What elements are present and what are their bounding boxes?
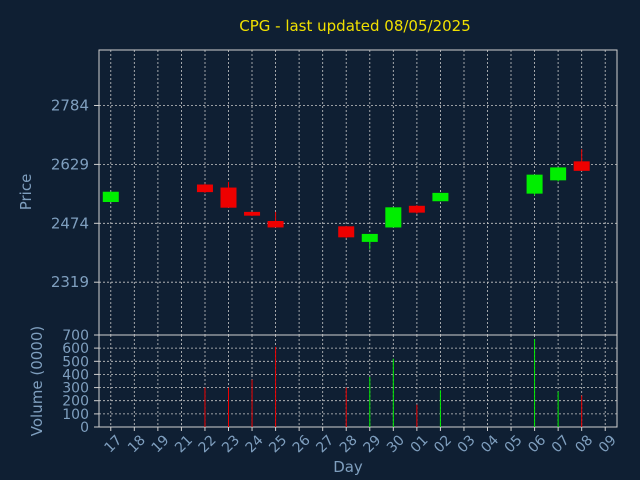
candle-body <box>102 191 119 202</box>
chart-title: CPG - last updated 08/05/2025 <box>239 17 471 35</box>
price-tick-label: 2784 <box>51 97 89 115</box>
candle-body <box>244 211 261 216</box>
candle-body <box>338 226 355 238</box>
candle <box>432 192 449 202</box>
price-panel: 2319 2474 2629 2784 Price <box>17 49 618 336</box>
candle <box>361 233 378 250</box>
candle <box>220 181 237 208</box>
price-tick-label: 2474 <box>51 214 89 232</box>
candle-body <box>267 221 284 228</box>
price-tick-label: 2319 <box>51 273 89 291</box>
x-axis-label: Day <box>333 458 363 476</box>
candle-body <box>361 233 378 242</box>
volume-tick-label: 200 <box>62 394 89 410</box>
candle-body <box>573 161 590 171</box>
volume-plot-frame <box>98 334 618 428</box>
volume-tick-label: 500 <box>62 354 89 370</box>
candle <box>267 211 284 228</box>
candle-body <box>385 207 402 228</box>
price-grid <box>99 50 617 335</box>
candle-body <box>526 174 543 194</box>
candlestick-series <box>102 149 590 250</box>
candle <box>573 149 590 171</box>
volume-tick-label: 700 <box>62 328 89 344</box>
volume-tick-label: 400 <box>62 367 89 383</box>
candle-body <box>432 192 449 202</box>
volume-tick-label: 0 <box>80 420 89 436</box>
candle-body <box>408 205 425 213</box>
candle-body <box>550 167 567 181</box>
candle <box>338 225 355 239</box>
candle <box>385 207 402 228</box>
price-tick-label: 2629 <box>51 155 89 173</box>
candle-body <box>220 187 237 208</box>
volume-axis-label: Volume (0000) <box>28 326 46 436</box>
volume-tick-label: 100 <box>62 407 89 423</box>
candle-body <box>196 184 213 193</box>
price-axis-label: Price <box>17 174 35 211</box>
volume-tick-label: 600 <box>62 341 89 357</box>
volume-tick-label: 300 <box>62 381 89 397</box>
candle <box>244 211 261 217</box>
candle <box>102 191 119 202</box>
volume-bar-series <box>204 338 583 427</box>
candle <box>526 174 543 196</box>
candle <box>408 205 425 214</box>
candle <box>196 183 213 193</box>
candle <box>550 167 567 182</box>
price-y-ticks: 2319 2474 2629 2784 <box>51 97 99 291</box>
